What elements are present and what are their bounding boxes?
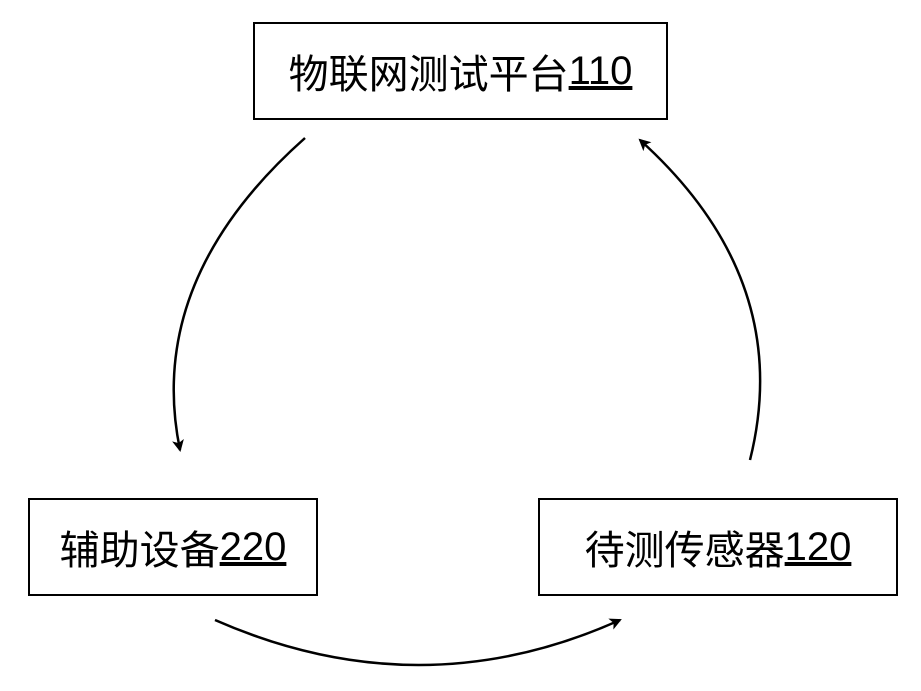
node-ref: 120 [785,525,852,570]
node-label: 待测传感器 [585,518,785,576]
node-ref: 220 [220,525,287,570]
edge-bottom_right-to-top [640,140,760,460]
node-label: 物联网测试平台 [289,42,569,100]
node-ref: 110 [569,49,633,94]
node-sensor-under-test: 待测传感器120 [538,498,898,596]
edge-top-to-bottom_left [174,138,305,450]
node-iot-test-platform: 物联网测试平台110 [253,22,668,120]
node-auxiliary-device: 辅助设备220 [28,498,318,596]
edge-bottom_left-to-bottom_right [215,620,620,665]
node-label: 辅助设备 [60,518,220,576]
